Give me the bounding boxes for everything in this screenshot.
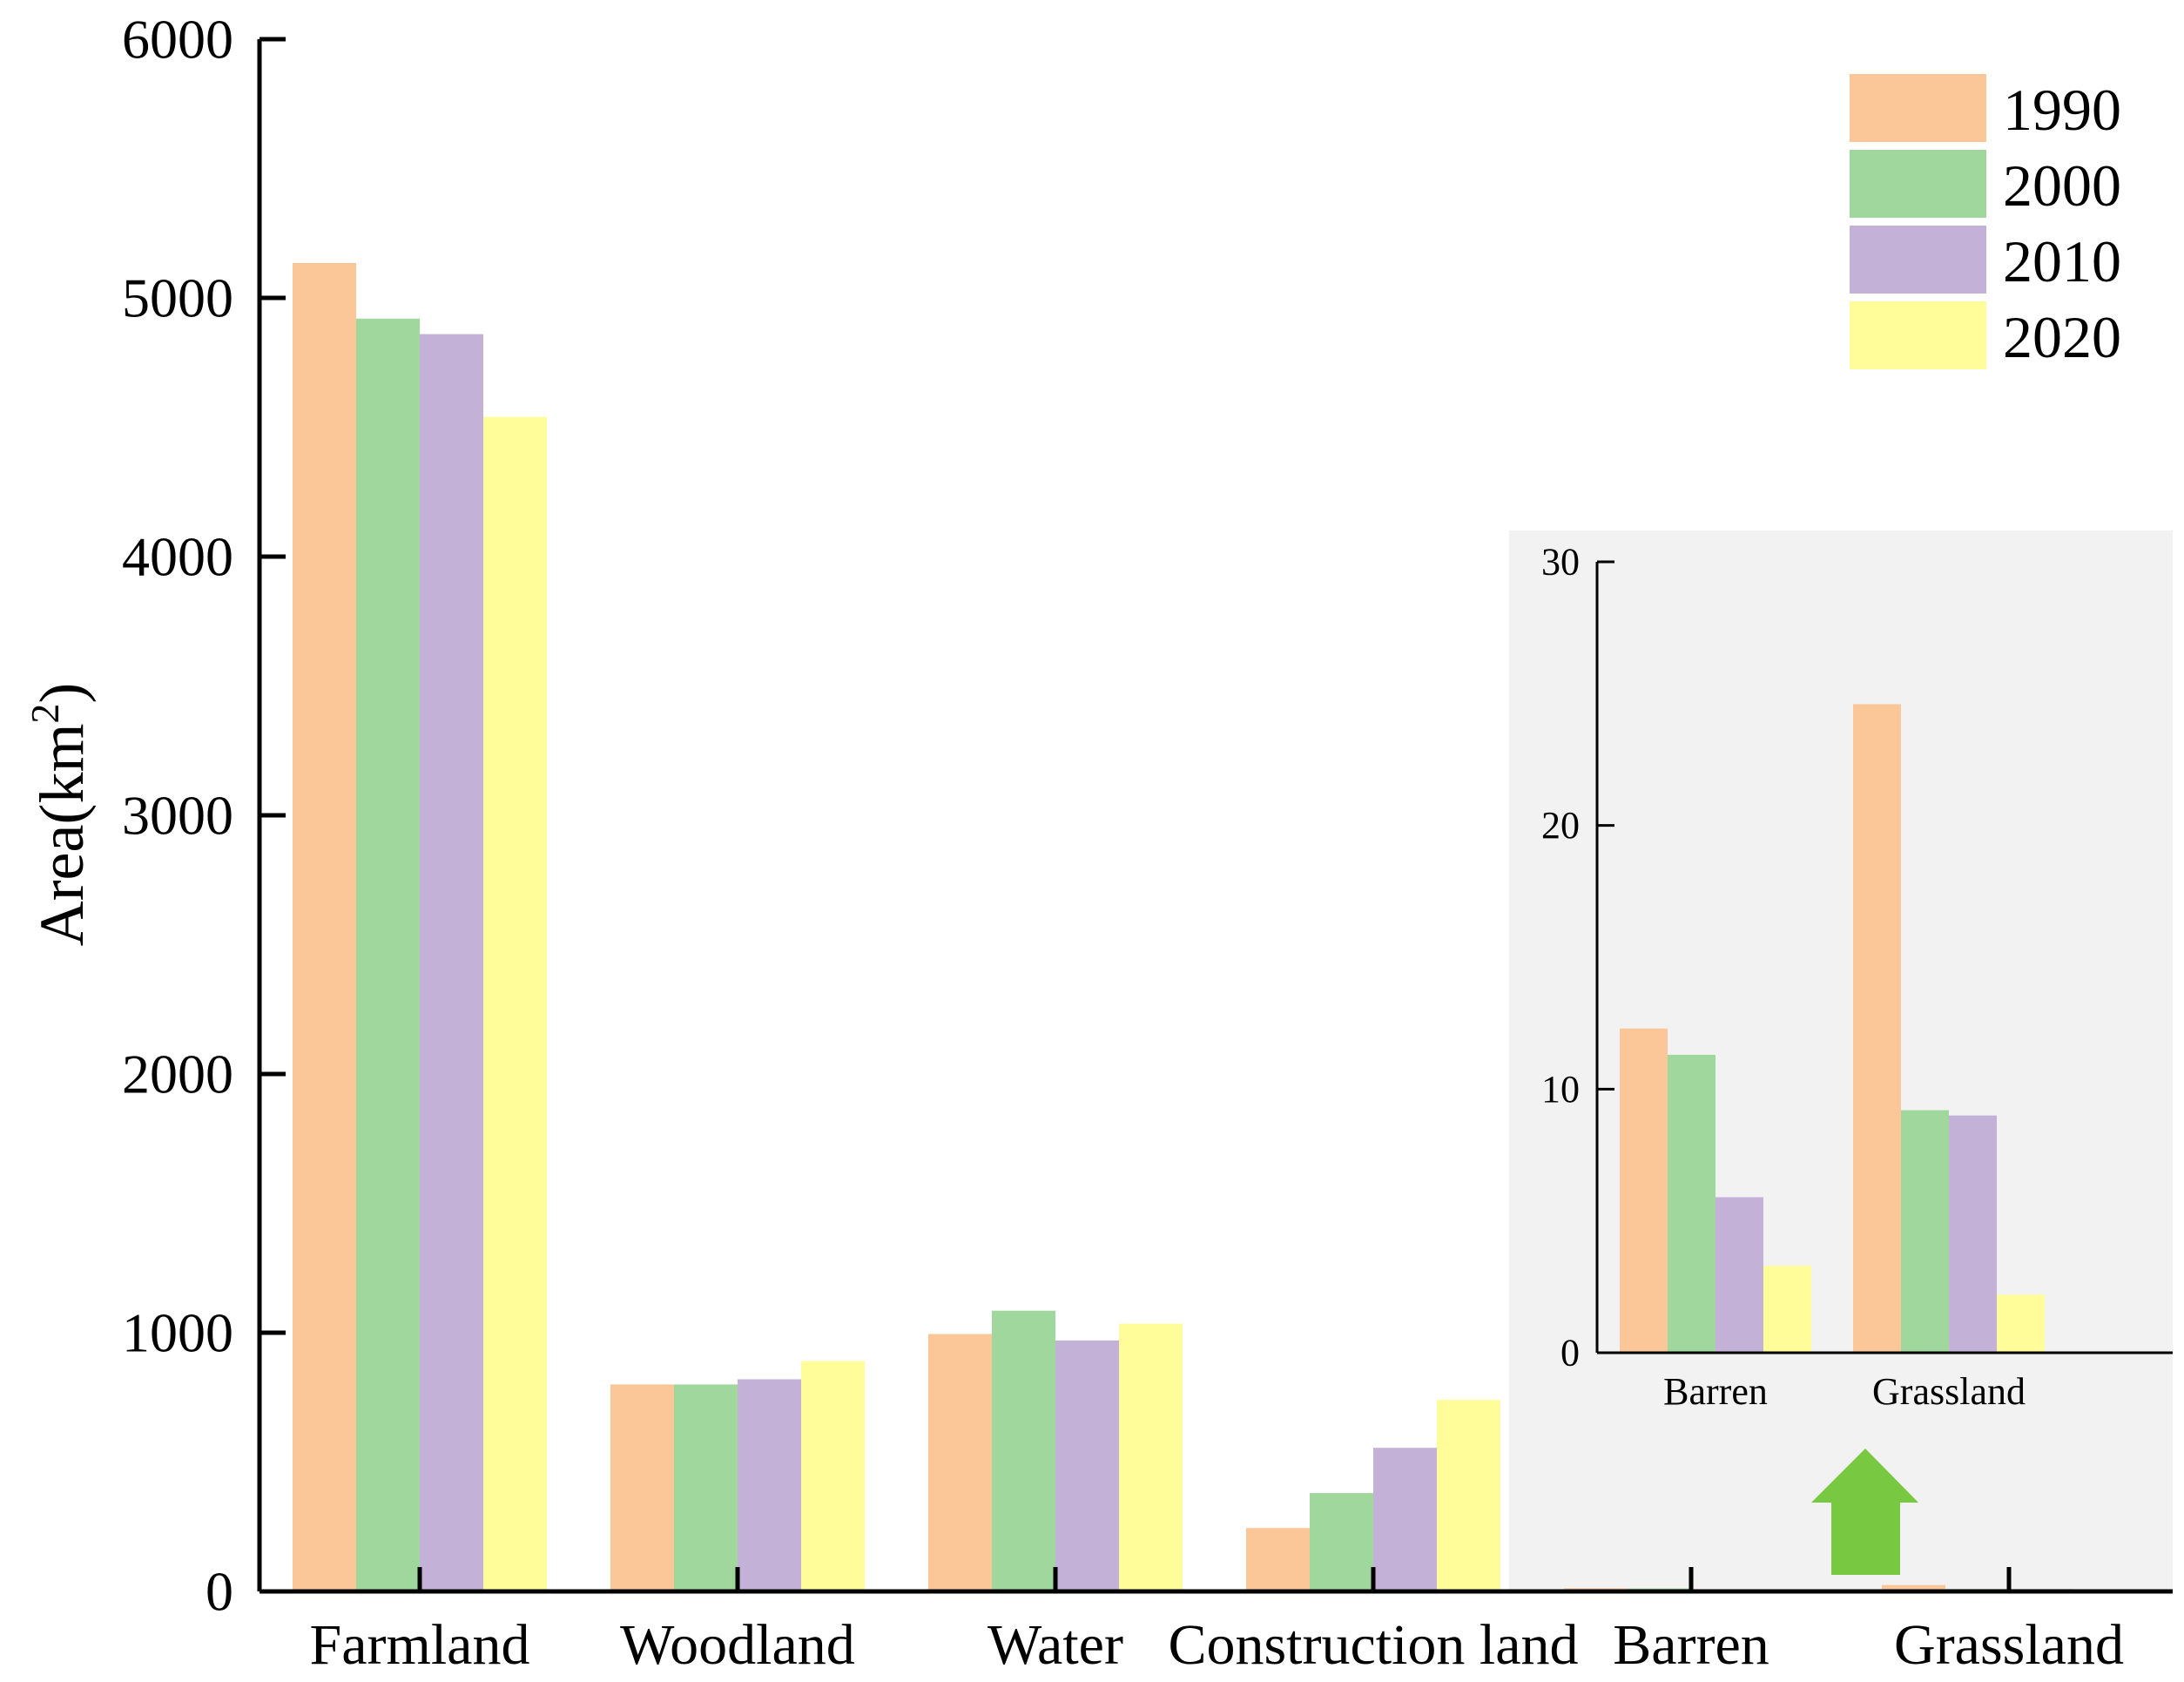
inset-bar-barren-2010 <box>1716 1197 1763 1353</box>
inset-y-tick-label-10: 10 <box>1541 1068 1580 1111</box>
bar-construction-land-2010 <box>1373 1448 1437 1591</box>
x-tick-label-construction-land: Construction land <box>1168 1613 1578 1677</box>
x-tick-label-water: Water <box>988 1613 1123 1677</box>
inset-bar-grassland-2010 <box>1949 1115 1997 1353</box>
bar-water-2000 <box>992 1310 1055 1591</box>
bar-water-2010 <box>1055 1340 1119 1591</box>
inset-bar-barren-1990 <box>1620 1028 1668 1353</box>
bar-farmland-2000 <box>356 318 420 1591</box>
inset-chart: 0 10 20 30 Barren Grassland <box>1541 541 2173 1413</box>
bar-construction-land-1990 <box>1246 1528 1310 1591</box>
x-tick-label-barren: Barren <box>1613 1613 1769 1677</box>
y-tick-label-3000: 3000 <box>122 785 233 847</box>
main-axes: 0 1000 2000 3000 4000 5000 6000 Farmland Woodlan… <box>122 9 2173 1677</box>
bar-water-2020 <box>1119 1323 1183 1591</box>
y-tick-label-5000: 5000 <box>122 267 233 329</box>
bar-woodland-2020 <box>801 1361 865 1591</box>
bar-construction-land-2000 <box>1310 1493 1373 1591</box>
inset-axes: 0 10 20 30 Barren Grassland <box>1541 541 2173 1413</box>
legend-label-2020: 2020 <box>2003 304 2121 370</box>
inset-background <box>1509 530 2173 1591</box>
inset-bar-grassland-1990 <box>1853 704 1901 1353</box>
legend-swatch-2000 <box>1850 150 1986 218</box>
y-tick-label-1000: 1000 <box>122 1302 233 1364</box>
legend-swatch-2010 <box>1850 226 1986 294</box>
main-bars <box>293 262 2136 1592</box>
bar-woodland-1990 <box>610 1384 674 1591</box>
inset-bars <box>1620 704 2045 1353</box>
inset-bar-barren-2000 <box>1668 1054 1716 1353</box>
bar-grassland-1990 <box>1882 1584 1945 1591</box>
y-tick-label-6000: 6000 <box>122 9 233 71</box>
inset-y-tick-label-0: 0 <box>1560 1332 1580 1375</box>
inset-bar-grassland-2000 <box>1901 1110 1949 1353</box>
inset-y-tick-label-30: 30 <box>1541 541 1580 584</box>
inset-bar-barren-2020 <box>1763 1266 1811 1353</box>
x-tick-label-farmland: Farmland <box>310 1613 530 1677</box>
bar-farmland-1990 <box>293 262 356 1591</box>
legend-swatch-2020 <box>1850 301 1986 369</box>
bar-woodland-2010 <box>738 1379 801 1591</box>
legend-label-1990: 1990 <box>2003 77 2121 143</box>
legend-swatch-1990 <box>1850 74 1986 142</box>
bar-construction-land-2020 <box>1437 1400 1500 1591</box>
x-tick-label-woodland: Woodland <box>620 1613 855 1677</box>
x-tick-label-grassland: Grassland <box>1894 1613 2124 1677</box>
inset-x-tick-label-grassland: Grassland <box>1872 1370 2026 1413</box>
bar-woodland-2000 <box>674 1384 738 1591</box>
y-tick-label-4000: 4000 <box>122 526 233 588</box>
inset-bar-grassland-2020 <box>1997 1294 2045 1353</box>
legend: 1990 2000 2010 2020 <box>1850 74 2121 370</box>
legend-label-2010: 2010 <box>2003 228 2121 294</box>
legend-label-2000: 2000 <box>2003 152 2121 219</box>
zoom-up-arrow-icon <box>1811 1449 1918 1575</box>
bar-farmland-2010 <box>420 334 483 1592</box>
y-axis-label: Area(km2) <box>23 683 97 947</box>
bar-water-1990 <box>928 1334 992 1591</box>
inset-y-tick-label-20: 20 <box>1541 804 1580 847</box>
inset-x-tick-label-barren: Barren <box>1663 1370 1768 1413</box>
y-tick-label-0: 0 <box>206 1561 233 1623</box>
y-tick-label-2000: 2000 <box>122 1044 233 1105</box>
bar-farmland-2020 <box>483 416 547 1591</box>
